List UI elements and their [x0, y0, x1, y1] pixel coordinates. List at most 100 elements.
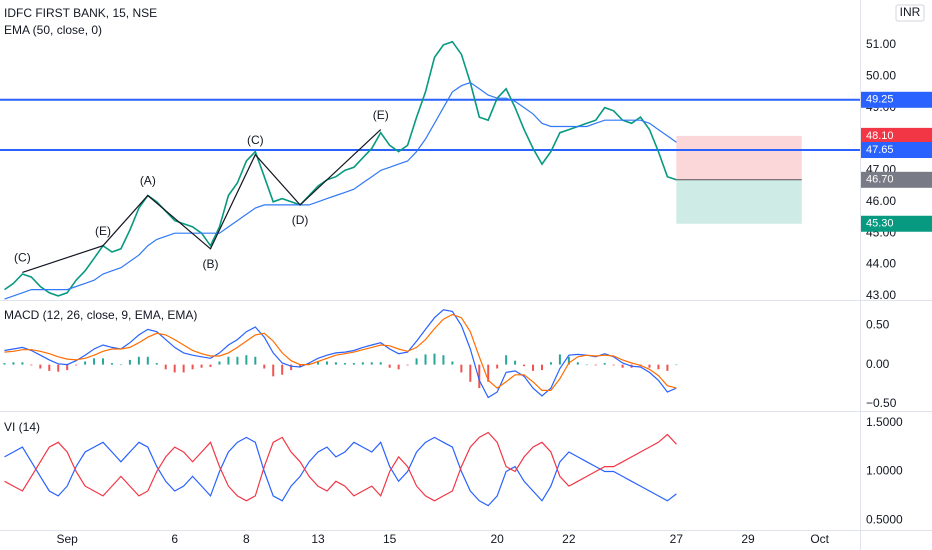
x-tick-label: Sep: [57, 532, 79, 546]
histogram-bar: [128, 359, 131, 365]
histogram-bar: [227, 356, 230, 365]
histogram-bar: [75, 364, 78, 366]
histogram-bar: [594, 364, 597, 366]
histogram-bar: [102, 358, 105, 365]
series-line: [4, 81, 677, 300]
wave-label: (E): [373, 108, 389, 122]
histogram-bar: [272, 364, 275, 377]
histogram-bar: [236, 356, 239, 365]
y-tick-label: 1.0000: [866, 464, 903, 478]
histogram-bar: [370, 362, 373, 365]
histogram-bar: [388, 364, 391, 368]
wave-label: (C): [14, 251, 31, 265]
histogram-bar: [397, 364, 400, 370]
histogram-bar: [146, 356, 149, 365]
series-line: [4, 313, 677, 391]
y-tick-label: 43.00: [866, 288, 896, 302]
pane-title: VI (14): [4, 420, 40, 434]
histogram-bar: [254, 356, 257, 365]
histogram-bar: [245, 355, 248, 365]
price-label: 47.65: [866, 144, 894, 156]
histogram-bar: [496, 364, 499, 369]
histogram-bar: [469, 364, 472, 382]
histogram-bar: [191, 364, 194, 370]
histogram-bar: [30, 364, 33, 366]
histogram-bar: [451, 361, 454, 365]
histogram-bar: [21, 362, 24, 365]
histogram-bar: [57, 364, 60, 372]
histogram-bar: [675, 364, 678, 366]
x-tick-label: 22: [562, 532, 576, 546]
histogram-bar: [567, 356, 570, 365]
histogram-bar: [379, 362, 382, 365]
histogram-bar: [540, 364, 543, 371]
price-label: 48.10: [866, 130, 894, 142]
histogram-bar: [299, 364, 302, 367]
y-tick-label: 44.00: [866, 257, 896, 271]
histogram-bar: [406, 364, 409, 366]
price-label-box: [861, 171, 932, 188]
histogram-bar: [621, 364, 624, 368]
histogram-bar: [173, 364, 176, 373]
histogram-bar: [290, 364, 293, 371]
histogram-bar: [478, 364, 481, 389]
histogram-bar: [361, 362, 364, 365]
y-tick-label: 1.5000: [866, 415, 903, 429]
wave-label: (A): [140, 174, 156, 188]
stop-zone: [676, 135, 802, 180]
histogram-bar: [585, 364, 588, 366]
histogram-bar: [334, 362, 337, 365]
histogram-bar: [666, 364, 669, 371]
histogram-bar: [3, 363, 6, 365]
wave-label: (E): [95, 224, 111, 238]
y-tick-label: −0.50: [866, 396, 897, 410]
histogram-bar: [164, 364, 167, 370]
histogram-bar: [317, 361, 320, 365]
x-tick-label: 27: [670, 532, 684, 546]
y-tick-label: 0.5000: [866, 512, 903, 526]
histogram-bar: [415, 358, 418, 365]
wave-label: (D): [292, 213, 309, 227]
wave-label: (C): [247, 133, 264, 147]
histogram-bar: [343, 363, 346, 365]
currency-label: INR: [900, 5, 921, 19]
histogram-bar: [487, 364, 490, 382]
histogram-bar: [460, 364, 463, 373]
histogram-bar: [12, 362, 15, 365]
histogram-bar: [182, 364, 185, 373]
histogram-bar: [648, 364, 651, 368]
legend-entry: EMA (50, close, 0): [4, 23, 102, 37]
histogram-bar: [48, 364, 51, 371]
price-label-box: [861, 215, 932, 232]
histogram-bar: [110, 363, 113, 365]
histogram-bar: [119, 364, 122, 366]
histogram-bar: [612, 364, 615, 366]
y-tick-label: 51.00: [866, 37, 896, 51]
x-tick-label: 29: [741, 532, 755, 546]
y-tick-label: 50.00: [866, 68, 896, 82]
series-line: [4, 436, 677, 507]
target-zone: [676, 179, 802, 224]
pane-title: IDFC FIRST BANK, 15, NSE: [4, 6, 157, 20]
series-line: [4, 40, 677, 297]
histogram-bar: [66, 364, 69, 371]
histogram-bar: [325, 361, 328, 365]
histogram-bar: [549, 362, 552, 365]
y-tick-label: 46.00: [866, 194, 896, 208]
series-line: [4, 431, 677, 502]
price-label-box: [861, 142, 932, 158]
price-label: 46.70: [866, 174, 894, 186]
wave-label: (B): [203, 257, 219, 271]
histogram-bar: [433, 353, 436, 365]
price-label-box: [861, 127, 932, 144]
y-tick-label: 0.00: [866, 357, 890, 371]
histogram-bar: [514, 360, 517, 365]
histogram-bar: [281, 364, 284, 375]
histogram-bar: [155, 363, 158, 365]
histogram-bar: [39, 364, 42, 369]
x-tick-label: 15: [383, 532, 397, 546]
series-line: [4, 309, 677, 399]
